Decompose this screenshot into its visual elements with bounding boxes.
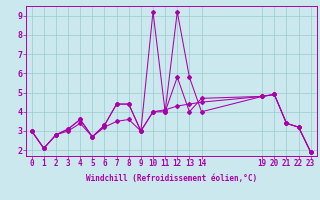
X-axis label: Windchill (Refroidissement éolien,°C): Windchill (Refroidissement éolien,°C) xyxy=(86,174,257,183)
